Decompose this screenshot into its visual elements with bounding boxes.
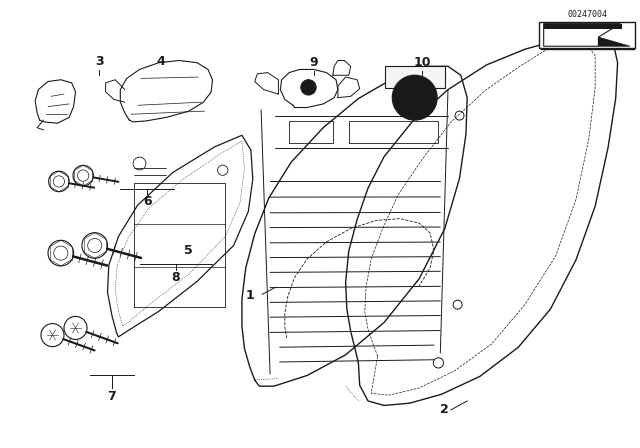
Circle shape (301, 80, 316, 95)
Text: 00247004: 00247004 (568, 10, 607, 19)
Text: 1: 1 (245, 289, 254, 302)
Text: 5: 5 (184, 244, 193, 258)
Polygon shape (598, 37, 630, 46)
Polygon shape (543, 24, 621, 46)
Bar (539, 22, 635, 48)
Text: 8: 8 (172, 271, 180, 284)
Bar (543, 24, 622, 29)
Text: 7: 7 (108, 390, 116, 403)
Text: 3: 3 (95, 55, 104, 69)
Text: 2: 2 (440, 403, 449, 417)
Circle shape (392, 75, 437, 120)
Text: 9: 9 (309, 56, 318, 69)
Text: 10: 10 (413, 56, 431, 69)
Bar (385, 66, 445, 88)
Text: 6: 6 (143, 195, 152, 208)
Text: 4: 4 (157, 55, 166, 69)
